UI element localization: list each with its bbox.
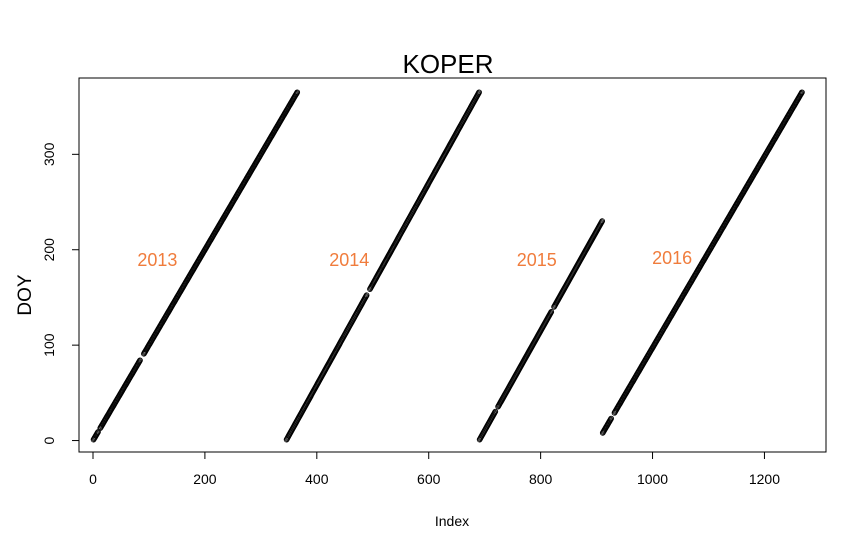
year-annotation: 2014 [329,250,369,270]
data-point [294,89,301,96]
annotations: 2013 2014 2015 2016 [137,248,692,270]
data-point [608,415,614,422]
data-point [548,309,555,315]
y-axis-label: DOY [15,274,36,316]
year-annotation: 2016 [652,248,692,268]
y-tick-label: 100 [41,333,57,357]
data-point [476,89,482,96]
data-point [363,292,370,299]
y-tick-label: 0 [41,436,57,444]
data-points [90,89,805,443]
x-tick-label: 400 [305,471,329,487]
y-tick-label: 300 [41,142,57,166]
x-axis: 0 200 400 600 800 1000 1200 [89,451,780,487]
x-axis-label: Index [435,513,469,529]
chart-title: KOPER [402,49,493,79]
data-point [492,408,499,415]
x-tick-label: 1200 [749,471,780,487]
year-annotation: 2015 [517,250,557,270]
x-tick-label: 800 [529,471,553,487]
plot-frame [78,77,827,453]
y-axis: 0 100 200 300 [41,142,80,444]
data-point [137,357,143,364]
data-point [599,218,606,224]
data-point [799,89,805,96]
x-tick-label: 600 [417,471,441,487]
year-annotation: 2013 [137,250,177,270]
x-tick-label: 200 [193,471,217,487]
x-tick-label: 0 [89,471,97,487]
y-tick-label: 200 [41,238,57,262]
x-tick-label: 1000 [637,471,668,487]
